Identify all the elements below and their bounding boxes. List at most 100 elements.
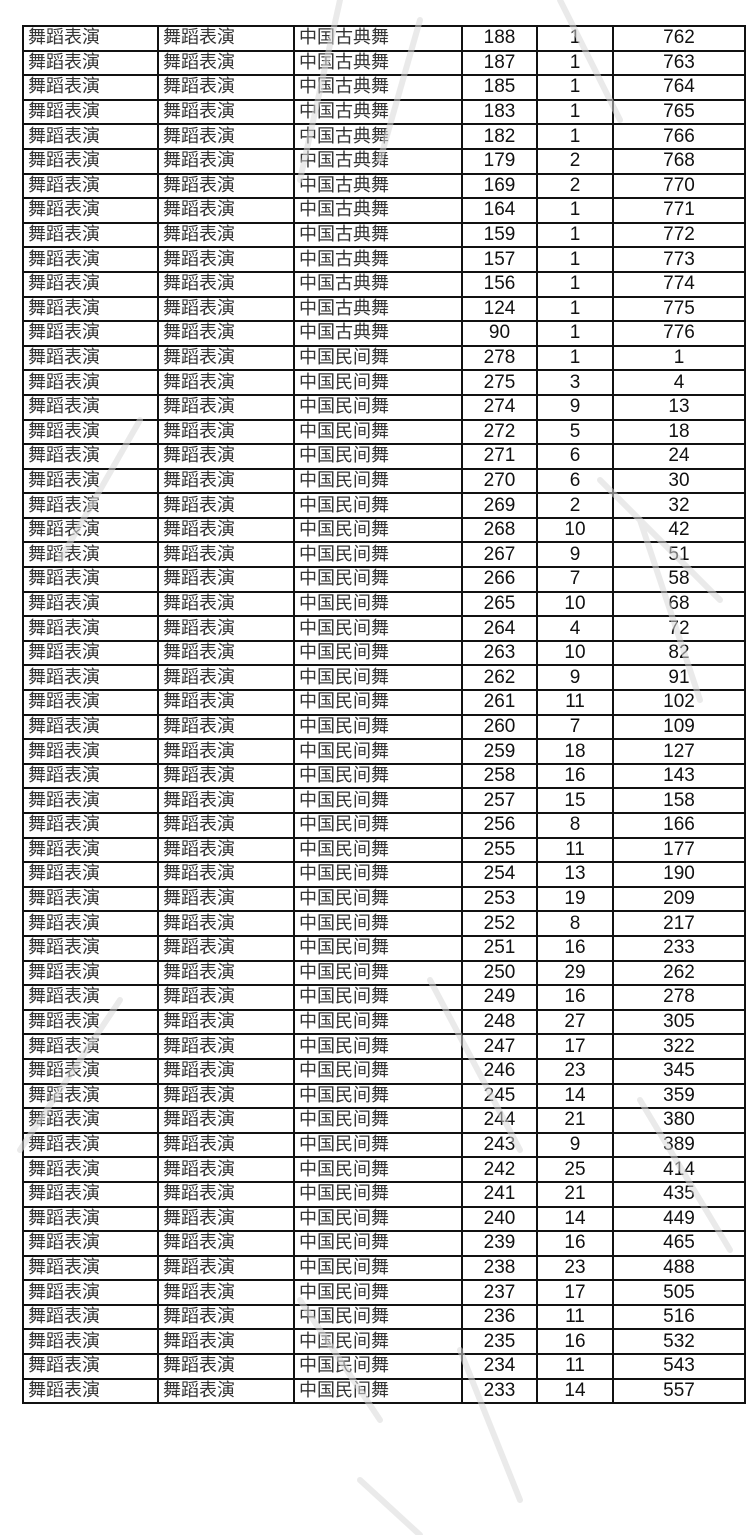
count-cell: 29 xyxy=(536,959,614,987)
major-cell: 舞蹈表演 xyxy=(157,738,295,765)
count-cell: 14 xyxy=(536,1205,614,1233)
table-row: 舞蹈表演 舞蹈表演 中国民间舞 239 16 465 xyxy=(22,1230,746,1257)
major-cell: 舞蹈表演 xyxy=(157,689,295,716)
score-cell: 246 xyxy=(461,1057,538,1085)
score-cell: 156 xyxy=(461,270,538,298)
category-cell: 舞蹈表演 xyxy=(22,1303,159,1331)
direction-cell: 中国民间舞 xyxy=(293,1107,463,1134)
table-row: 舞蹈表演 舞蹈表演 中国民间舞 252 8 217 xyxy=(22,910,746,937)
table-body: 舞蹈表演 舞蹈表演 中国古典舞 188 1 762 舞蹈表演 舞蹈表演 中国古典舞 187 1 763… xyxy=(22,25,746,1405)
cumulative-cell: 764 xyxy=(612,74,746,101)
category-cell: 舞蹈表演 xyxy=(22,344,159,372)
table-row: 舞蹈表演 舞蹈表演 中国民间舞 244 21 380 xyxy=(22,1107,746,1134)
direction-cell: 中国民间舞 xyxy=(293,934,463,962)
table-row: 舞蹈表演 舞蹈表演 中国古典舞 183 1 765 xyxy=(22,98,746,126)
category-cell: 舞蹈表演 xyxy=(22,1279,159,1306)
cumulative-cell: 82 xyxy=(612,639,746,667)
count-cell: 2 xyxy=(536,147,614,175)
category-cell: 舞蹈表演 xyxy=(22,467,159,495)
count-cell: 10 xyxy=(536,590,614,618)
count-cell: 1 xyxy=(536,344,614,372)
table-row: 舞蹈表演 舞蹈表演 中国古典舞 179 2 768 xyxy=(22,147,746,175)
major-cell: 舞蹈表演 xyxy=(157,467,295,495)
cumulative-cell: 42 xyxy=(612,516,746,544)
major-cell: 舞蹈表演 xyxy=(157,762,295,790)
direction-cell: 中国民间舞 xyxy=(293,1377,463,1405)
direction-cell: 中国民间舞 xyxy=(293,1279,463,1306)
count-cell: 6 xyxy=(536,467,614,495)
cumulative-cell: 24 xyxy=(612,443,746,470)
score-cell: 234 xyxy=(461,1353,538,1380)
category-cell: 舞蹈表演 xyxy=(22,393,159,421)
score-cell: 248 xyxy=(461,1008,538,1036)
count-cell: 15 xyxy=(536,787,614,814)
direction-cell: 中国民间舞 xyxy=(293,1057,463,1085)
score-cell: 239 xyxy=(461,1230,538,1257)
count-cell: 18 xyxy=(536,738,614,765)
category-cell: 舞蹈表演 xyxy=(22,861,159,888)
cumulative-cell: 772 xyxy=(612,221,746,249)
table-row: 舞蹈表演 舞蹈表演 中国古典舞 156 1 774 xyxy=(22,270,746,298)
count-cell: 23 xyxy=(536,1254,614,1282)
major-cell: 舞蹈表演 xyxy=(157,812,295,839)
table-row: 舞蹈表演 舞蹈表演 中国民间舞 278 1 1 xyxy=(22,344,746,372)
table-row: 舞蹈表演 舞蹈表演 中国民间舞 263 10 82 xyxy=(22,639,746,667)
major-cell: 舞蹈表演 xyxy=(157,1156,295,1183)
cumulative-cell: 774 xyxy=(612,270,746,298)
major-cell: 舞蹈表演 xyxy=(157,25,295,52)
direction-cell: 中国民间舞 xyxy=(293,713,463,741)
major-cell: 舞蹈表演 xyxy=(157,197,295,224)
major-cell: 舞蹈表演 xyxy=(157,910,295,937)
cumulative-cell: 766 xyxy=(612,123,746,150)
major-cell: 舞蹈表演 xyxy=(157,74,295,101)
cumulative-cell: 1 xyxy=(612,344,746,372)
direction-cell: 中国民间舞 xyxy=(293,1180,463,1208)
cumulative-cell: 322 xyxy=(612,1033,746,1060)
count-cell: 2 xyxy=(536,492,614,519)
count-cell: 14 xyxy=(536,1082,614,1110)
major-cell: 舞蹈表演 xyxy=(157,98,295,126)
count-cell: 1 xyxy=(536,74,614,101)
count-cell: 23 xyxy=(536,1057,614,1085)
count-cell: 4 xyxy=(536,615,614,642)
category-cell: 舞蹈表演 xyxy=(22,812,159,839)
score-cell: 183 xyxy=(461,98,538,126)
score-cell: 261 xyxy=(461,689,538,716)
category-cell: 舞蹈表演 xyxy=(22,147,159,175)
table-row: 舞蹈表演 舞蹈表演 中国古典舞 182 1 766 xyxy=(22,123,746,150)
table-row: 舞蹈表演 舞蹈表演 中国民间舞 258 16 143 xyxy=(22,762,746,790)
table-row: 舞蹈表演 舞蹈表演 中国民间舞 260 7 109 xyxy=(22,713,746,741)
direction-cell: 中国民间舞 xyxy=(293,689,463,716)
score-cell: 179 xyxy=(461,147,538,175)
category-cell: 舞蹈表演 xyxy=(22,1131,159,1159)
cumulative-cell: 217 xyxy=(612,910,746,937)
table-row: 舞蹈表演 舞蹈表演 中国民间舞 242 25 414 xyxy=(22,1156,746,1183)
major-cell: 舞蹈表演 xyxy=(157,959,295,987)
table-row: 舞蹈表演 舞蹈表演 中国民间舞 250 29 262 xyxy=(22,959,746,987)
score-cell: 235 xyxy=(461,1328,538,1356)
count-cell: 1 xyxy=(536,295,614,323)
major-cell: 舞蹈表演 xyxy=(157,836,295,864)
score-cell: 251 xyxy=(461,934,538,962)
category-cell: 舞蹈表演 xyxy=(22,492,159,519)
category-cell: 舞蹈表演 xyxy=(22,25,159,52)
table-row: 舞蹈表演 舞蹈表演 中国民间舞 253 19 209 xyxy=(22,885,746,913)
count-cell: 16 xyxy=(536,762,614,790)
table-row: 舞蹈表演 舞蹈表演 中国民间舞 255 11 177 xyxy=(22,836,746,864)
category-cell: 舞蹈表演 xyxy=(22,1205,159,1233)
direction-cell: 中国古典舞 xyxy=(293,123,463,150)
category-cell: 舞蹈表演 xyxy=(22,1377,159,1405)
major-cell: 舞蹈表演 xyxy=(157,1008,295,1036)
major-cell: 舞蹈表演 xyxy=(157,393,295,421)
direction-cell: 中国民间舞 xyxy=(293,566,463,593)
direction-cell: 中国古典舞 xyxy=(293,172,463,200)
score-cell: 270 xyxy=(461,467,538,495)
score-cell: 259 xyxy=(461,738,538,765)
major-cell: 舞蹈表演 xyxy=(157,344,295,372)
cumulative-cell: 465 xyxy=(612,1230,746,1257)
cumulative-cell: 166 xyxy=(612,812,746,839)
count-cell: 1 xyxy=(536,25,614,52)
major-cell: 舞蹈表演 xyxy=(157,1131,295,1159)
cumulative-cell: 177 xyxy=(612,836,746,864)
score-cell: 249 xyxy=(461,984,538,1011)
